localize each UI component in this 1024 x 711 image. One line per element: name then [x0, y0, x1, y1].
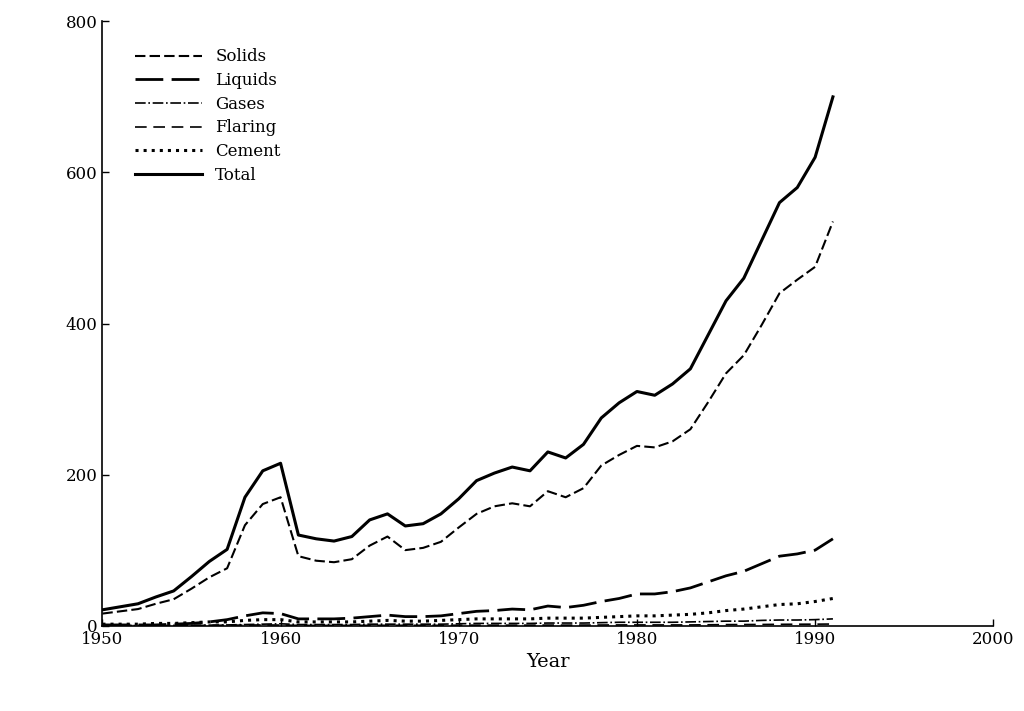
- X-axis label: Year: Year: [526, 653, 569, 671]
- Legend: Solids, Liquids, Gases, Flaring, Cement, Total: Solids, Liquids, Gases, Flaring, Cement,…: [129, 42, 288, 191]
